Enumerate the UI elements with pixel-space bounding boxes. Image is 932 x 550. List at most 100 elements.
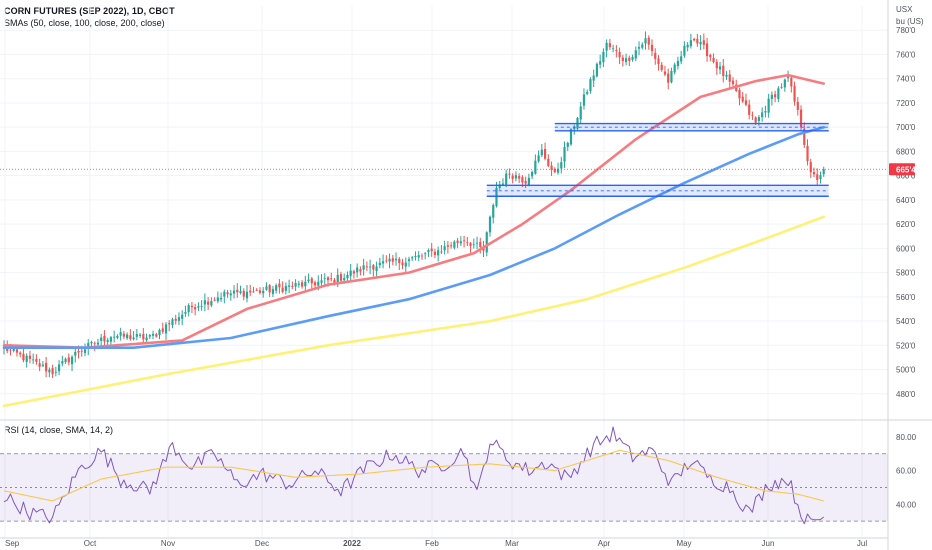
- candle: [126, 332, 129, 340]
- candle: [271, 285, 275, 298]
- price-tick-label: 620'0: [896, 220, 916, 229]
- candle: [404, 257, 407, 273]
- candle: [453, 240, 456, 250]
- candle: [553, 167, 556, 174]
- candle: [414, 251, 417, 261]
- sma-100-line: [2, 125, 825, 349]
- candle: [599, 54, 602, 69]
- candle: [670, 67, 673, 84]
- candle: [702, 33, 705, 50]
- candle: [586, 89, 589, 96]
- candle: [323, 273, 326, 286]
- candle: [394, 252, 398, 266]
- candle: [612, 44, 615, 53]
- support-zone[interactable]: [486, 184, 829, 197]
- candle: [777, 86, 780, 103]
- candle: [255, 288, 258, 291]
- candle: [275, 283, 278, 294]
- candle: [628, 55, 631, 67]
- candle: [637, 41, 641, 56]
- candle: [207, 297, 210, 310]
- candle: [705, 37, 709, 62]
- candle: [281, 281, 284, 294]
- candle: [48, 367, 51, 378]
- candle: [446, 241, 449, 254]
- candle: [223, 289, 226, 304]
- candle: [793, 81, 796, 106]
- candle: [138, 332, 142, 338]
- candle: [210, 297, 213, 308]
- candle: [262, 287, 265, 298]
- candle: [751, 111, 754, 121]
- candle: [291, 281, 294, 290]
- candle: [411, 255, 414, 261]
- candle: [25, 353, 28, 368]
- candle: [472, 238, 475, 249]
- candle: [547, 154, 550, 168]
- candle: [67, 353, 70, 366]
- candle: [693, 37, 696, 42]
- candle: [28, 350, 32, 364]
- time-tick-label: Sep: [5, 539, 20, 548]
- rsi-tick-label: 60.00: [896, 467, 917, 476]
- candle: [346, 271, 349, 281]
- candle: [475, 236, 479, 250]
- price-tick-label: 660'0: [896, 172, 916, 181]
- candle: [615, 44, 618, 58]
- candle: [424, 252, 427, 260]
- candle: [589, 77, 592, 94]
- candle: [171, 317, 174, 329]
- candle: [783, 78, 786, 92]
- candle: [219, 292, 223, 303]
- candle: [748, 99, 751, 120]
- candle: [378, 257, 381, 269]
- candle: [592, 69, 595, 88]
- candle: [200, 300, 203, 311]
- candle: [741, 91, 744, 103]
- candle: [61, 355, 64, 367]
- candle: [148, 334, 151, 340]
- candle: [761, 107, 764, 122]
- candle: [657, 55, 660, 71]
- candle: [667, 68, 670, 90]
- candle: [352, 269, 356, 279]
- candle: [398, 256, 401, 271]
- candle: [288, 279, 291, 294]
- candle: [722, 59, 725, 83]
- candle: [45, 357, 48, 378]
- candle: [770, 91, 773, 106]
- candle: [258, 287, 262, 295]
- time-tick-label: Feb: [425, 539, 439, 548]
- candle: [294, 279, 297, 291]
- candle: [310, 276, 313, 289]
- candle: [459, 236, 462, 247]
- price-tick-label: 680'0: [896, 147, 916, 156]
- candle: [249, 284, 252, 297]
- candle: [514, 171, 518, 182]
- unit-label-measure: bu (US): [896, 17, 924, 26]
- resistance-zone[interactable]: [554, 122, 829, 132]
- candle: [566, 141, 569, 152]
- candle: [122, 331, 125, 340]
- price-tick-label: 480'0: [896, 390, 916, 399]
- candle: [356, 263, 359, 278]
- price-tick-label: 600'0: [896, 244, 916, 253]
- candle: [307, 273, 310, 284]
- candle: [132, 331, 135, 341]
- candle: [774, 90, 777, 103]
- candle: [372, 264, 375, 277]
- candle: [19, 351, 22, 358]
- candle: [203, 293, 206, 312]
- candle: [595, 62, 599, 78]
- candle: [689, 33, 692, 49]
- time-tick-label: Apr: [598, 539, 611, 548]
- candle: [605, 39, 608, 58]
- candle: [537, 150, 540, 163]
- candle: [624, 53, 628, 66]
- candle: [780, 83, 783, 89]
- candle: [232, 285, 236, 299]
- candle: [278, 279, 281, 294]
- candle: [709, 53, 712, 62]
- candle: [407, 256, 411, 267]
